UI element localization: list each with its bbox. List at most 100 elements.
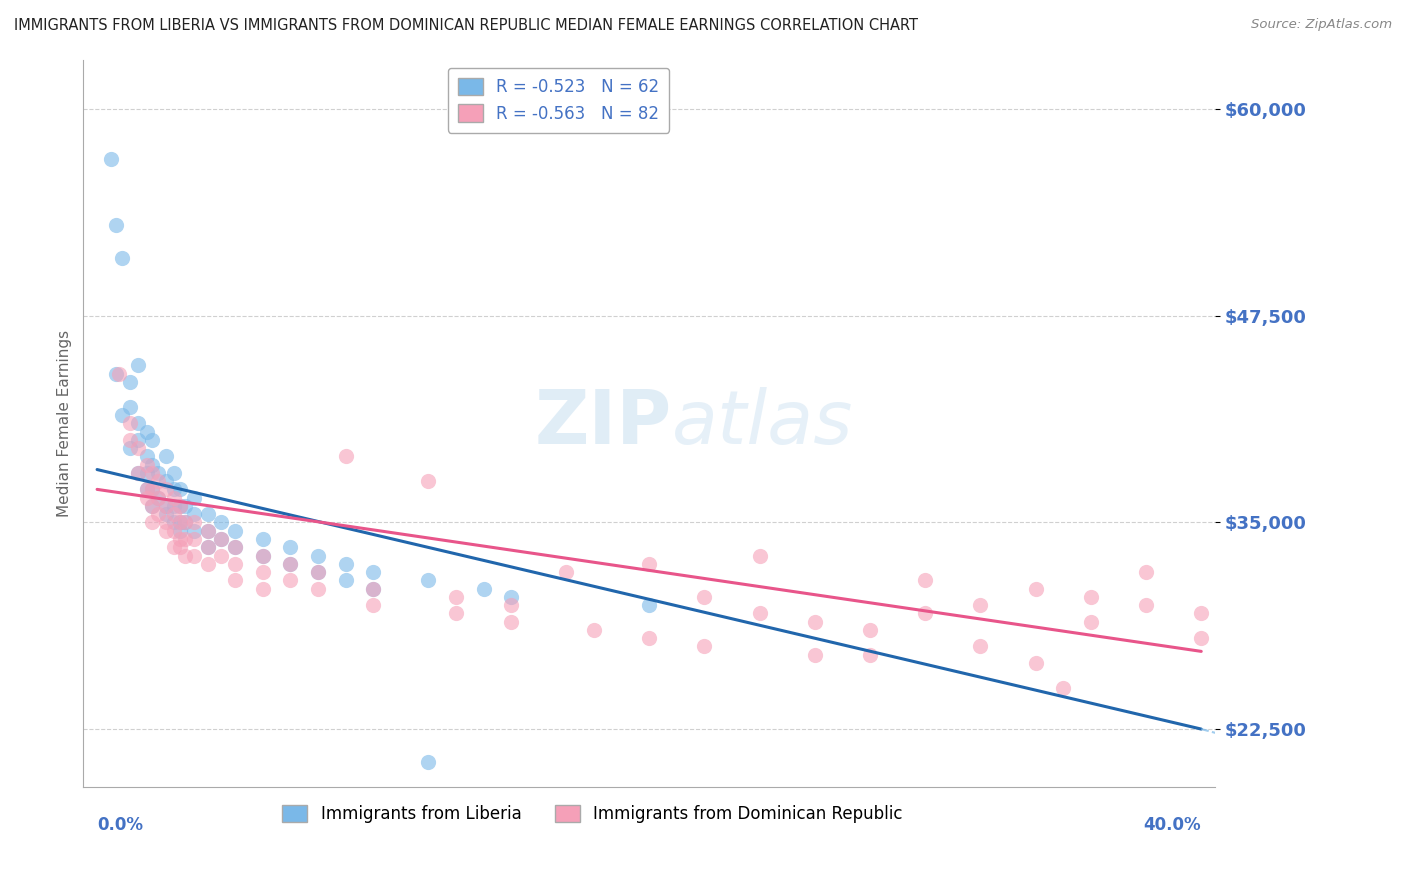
Point: [120, 441, 142, 455]
Point: [693, 640, 716, 654]
Point: [141, 483, 163, 497]
Point: [224, 540, 246, 554]
Point: [501, 598, 523, 612]
Point: [169, 524, 191, 538]
Point: [155, 499, 177, 513]
Point: [141, 433, 163, 447]
Point: [163, 491, 186, 505]
Point: [278, 574, 301, 588]
Point: [146, 491, 169, 505]
Point: [174, 549, 197, 563]
Point: [169, 540, 191, 554]
Point: [693, 590, 716, 604]
Point: [859, 648, 882, 662]
Point: [1080, 615, 1102, 629]
Point: [135, 425, 157, 439]
Point: [804, 648, 827, 662]
Point: [224, 557, 246, 571]
Point: [197, 557, 219, 571]
Point: [418, 755, 440, 769]
Point: [969, 640, 991, 654]
Point: [141, 499, 163, 513]
Point: [105, 218, 128, 232]
Point: [174, 516, 197, 530]
Point: [128, 441, 150, 455]
Point: [163, 524, 186, 538]
Point: [197, 507, 219, 521]
Point: [105, 367, 128, 381]
Point: [1025, 656, 1047, 670]
Point: [209, 549, 232, 563]
Point: [141, 483, 163, 497]
Point: [748, 607, 770, 621]
Point: [183, 524, 205, 538]
Point: [155, 474, 177, 488]
Point: [146, 491, 169, 505]
Point: [252, 532, 274, 546]
Point: [155, 450, 177, 464]
Point: [335, 450, 357, 464]
Text: atlas: atlas: [672, 387, 853, 459]
Point: [1080, 590, 1102, 604]
Point: [224, 524, 246, 538]
Text: ZIP: ZIP: [534, 387, 672, 459]
Point: [859, 623, 882, 637]
Point: [111, 251, 134, 265]
Point: [163, 507, 186, 521]
Point: [108, 367, 131, 381]
Point: [169, 516, 191, 530]
Point: [135, 483, 157, 497]
Point: [111, 408, 134, 422]
Point: [141, 458, 163, 472]
Point: [155, 507, 177, 521]
Point: [155, 499, 177, 513]
Point: [146, 507, 169, 521]
Point: [361, 582, 384, 596]
Point: [169, 483, 191, 497]
Point: [418, 474, 440, 488]
Point: [163, 516, 186, 530]
Point: [748, 549, 770, 563]
Point: [501, 615, 523, 629]
Point: [183, 532, 205, 546]
Point: [307, 582, 329, 596]
Point: [169, 516, 191, 530]
Point: [252, 565, 274, 579]
Point: [183, 549, 205, 563]
Point: [128, 466, 150, 480]
Point: [278, 540, 301, 554]
Point: [1025, 582, 1047, 596]
Point: [582, 623, 605, 637]
Point: [1189, 631, 1212, 645]
Point: [638, 598, 661, 612]
Point: [183, 516, 205, 530]
Point: [183, 507, 205, 521]
Point: [128, 417, 150, 431]
Point: [120, 400, 142, 414]
Point: [444, 607, 467, 621]
Point: [155, 516, 177, 530]
Point: [100, 152, 122, 166]
Point: [252, 582, 274, 596]
Text: IMMIGRANTS FROM LIBERIA VS IMMIGRANTS FROM DOMINICAN REPUBLIC MEDIAN FEMALE EARN: IMMIGRANTS FROM LIBERIA VS IMMIGRANTS FR…: [14, 18, 918, 33]
Legend: Immigrants from Liberia, Immigrants from Dominican Republic: Immigrants from Liberia, Immigrants from…: [276, 798, 910, 830]
Point: [555, 565, 578, 579]
Point: [224, 574, 246, 588]
Point: [209, 532, 232, 546]
Point: [174, 499, 197, 513]
Point: [169, 499, 191, 513]
Point: [135, 450, 157, 464]
Text: 40.0%: 40.0%: [1143, 816, 1201, 834]
Point: [914, 574, 936, 588]
Point: [128, 359, 150, 373]
Point: [444, 590, 467, 604]
Point: [197, 524, 219, 538]
Point: [141, 516, 163, 530]
Point: [135, 458, 157, 472]
Point: [155, 483, 177, 497]
Point: [174, 532, 197, 546]
Y-axis label: Median Female Earnings: Median Female Earnings: [58, 330, 72, 516]
Point: [141, 499, 163, 513]
Point: [120, 417, 142, 431]
Point: [197, 540, 219, 554]
